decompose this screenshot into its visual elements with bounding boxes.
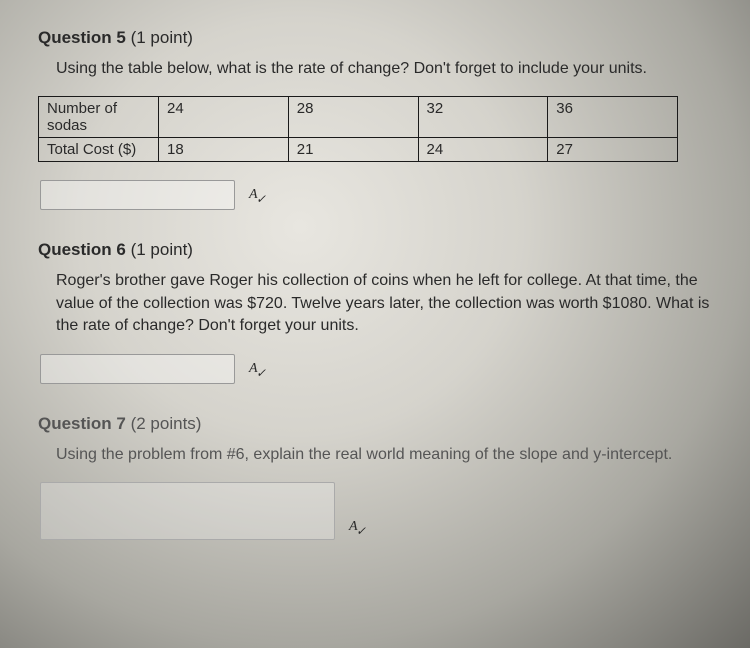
table-cell: 36 — [548, 97, 678, 138]
spellcheck-icon[interactable]: A✓ — [249, 362, 258, 376]
question-5-answer-input[interactable] — [40, 180, 235, 210]
table-cell: 21 — [288, 138, 418, 162]
spellcheck-icon[interactable]: A✓ — [349, 520, 358, 534]
table-row: Total Cost ($) 18 21 24 27 — [39, 138, 678, 162]
table-cell: 27 — [548, 138, 678, 162]
question-5-title: Question 5 — [38, 28, 126, 47]
table-cell: 24 — [418, 138, 548, 162]
question-7-body: Using the problem from #6, explain the r… — [38, 444, 712, 466]
question-5: Question 5 (1 point) Using the table bel… — [38, 28, 712, 210]
table-cell: 32 — [418, 97, 548, 138]
question-7-points: (2 points) — [131, 414, 202, 433]
question-7-answer-row: A✓ — [40, 482, 712, 540]
question-6-answer-input[interactable] — [40, 354, 235, 384]
question-6: Question 6 (1 point) Roger's brother gav… — [38, 240, 712, 383]
table-cell-label: Number of sodas — [39, 97, 159, 138]
question-5-table: Number of sodas 24 28 32 36 Total Cost (… — [38, 96, 678, 162]
question-7-header: Question 7 (2 points) — [38, 414, 712, 434]
question-7-title: Question 7 — [38, 414, 126, 433]
question-7: Question 7 (2 points) Using the problem … — [38, 414, 712, 540]
table-cell-label: Total Cost ($) — [39, 138, 159, 162]
question-6-body: Roger's brother gave Roger his collectio… — [38, 270, 712, 337]
table-row: Number of sodas 24 28 32 36 — [39, 97, 678, 138]
question-6-points: (1 point) — [131, 240, 193, 259]
question-6-answer-row: A✓ — [40, 354, 712, 384]
question-5-body: Using the table below, what is the rate … — [38, 58, 712, 80]
question-5-points: (1 point) — [131, 28, 193, 47]
question-7-answer-input[interactable] — [40, 482, 335, 540]
table-cell: 28 — [288, 97, 418, 138]
spellcheck-icon[interactable]: A✓ — [249, 188, 258, 202]
question-6-header: Question 6 (1 point) — [38, 240, 712, 260]
table-cell: 24 — [159, 97, 289, 138]
question-6-title: Question 6 — [38, 240, 126, 259]
question-5-header: Question 5 (1 point) — [38, 28, 712, 48]
table-cell: 18 — [159, 138, 289, 162]
question-5-answer-row: A✓ — [40, 180, 712, 210]
